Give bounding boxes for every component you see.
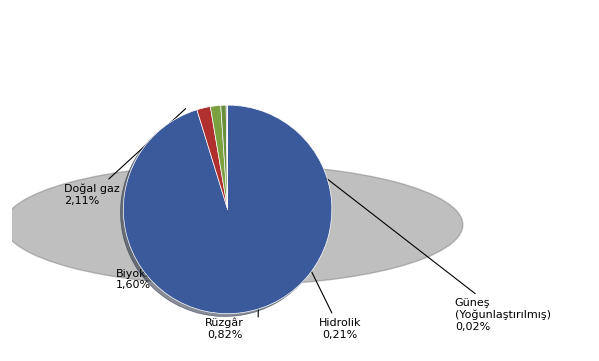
Wedge shape: [197, 106, 228, 209]
Wedge shape: [221, 105, 228, 209]
Text: Hidrolik
0,21%: Hidrolik 0,21%: [230, 106, 361, 340]
Text: Güneş
(Yoğunlaştırılmış)
0,02%: Güneş (Yoğunlaştırılmış) 0,02%: [232, 105, 550, 332]
Wedge shape: [210, 105, 228, 209]
Text: Güneş
(Fotovoltaik)
95,24%: Güneş (Fotovoltaik) 95,24%: [224, 210, 294, 317]
Text: Doğal gaz
2,11%: Doğal gaz 2,11%: [63, 109, 186, 206]
Text: Biyokütle
1,60%: Biyokütle 1,60%: [116, 107, 208, 291]
Ellipse shape: [4, 164, 463, 285]
Text: Rüzgâr
0,82%: Rüzgâr 0,82%: [205, 107, 244, 340]
Wedge shape: [123, 105, 332, 314]
Wedge shape: [226, 105, 228, 209]
